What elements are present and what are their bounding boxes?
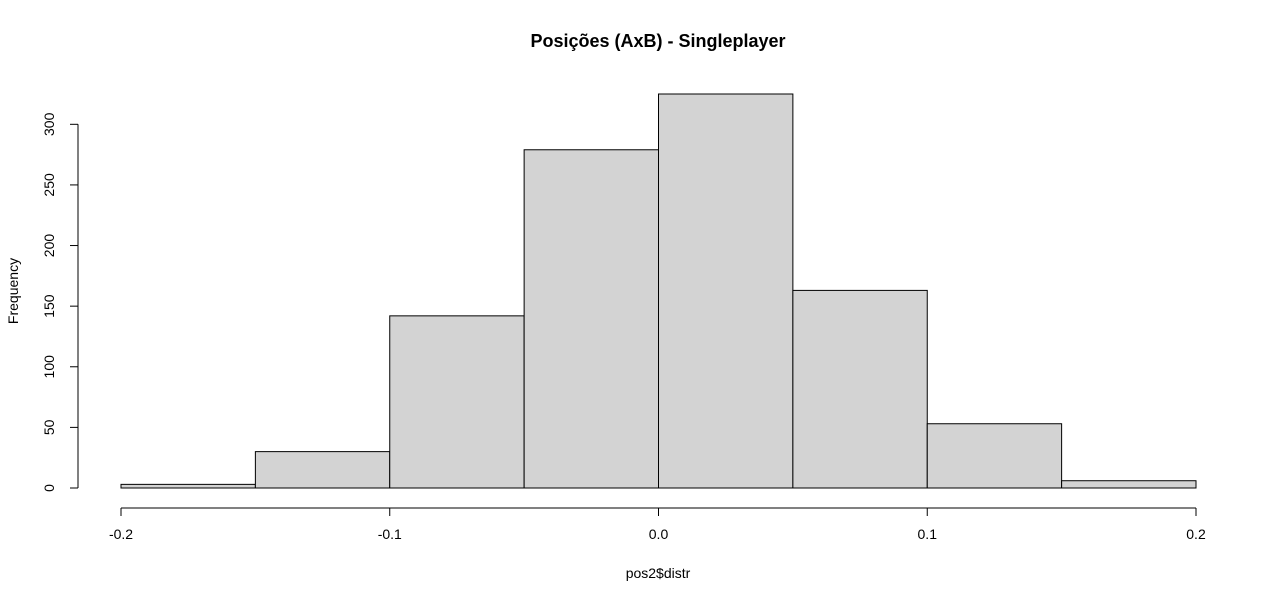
x-tick-label: -0.1 (378, 526, 402, 542)
histogram-bar (389, 315, 525, 489)
y-axis-label: Frequency (5, 258, 21, 324)
y-tick-label: 150 (41, 294, 57, 318)
y-tick-label: 200 (41, 234, 57, 258)
x-tick-label: -0.2 (109, 526, 133, 542)
y-tick-label: 0 (41, 484, 57, 492)
histogram-bar (120, 483, 256, 489)
chart-title: Posições (AxB) - Singleplayer (530, 31, 785, 51)
histogram-bar (1061, 480, 1197, 489)
y-axis: 0 50 100 150 200 250 300 (41, 112, 79, 492)
bars-group (120, 93, 1197, 489)
y-tick-label: 250 (41, 173, 57, 197)
y-tick-label: 50 (41, 419, 57, 435)
histogram-bar (792, 289, 928, 489)
x-axis: -0.2 -0.1 0.0 0.1 0.2 (109, 507, 1206, 542)
y-tick-label: 300 (41, 112, 57, 136)
histogram-bar (658, 93, 794, 489)
x-axis-label: pos2$distr (626, 565, 691, 581)
y-tick-label: 100 (41, 355, 57, 379)
histogram-bar (523, 149, 659, 489)
x-tick-label: 0.2 (1186, 526, 1206, 542)
histogram-bar (926, 423, 1063, 489)
histogram-bar (254, 451, 391, 489)
x-tick-label: 0.0 (649, 526, 669, 542)
x-tick-label: 0.1 (918, 526, 938, 542)
